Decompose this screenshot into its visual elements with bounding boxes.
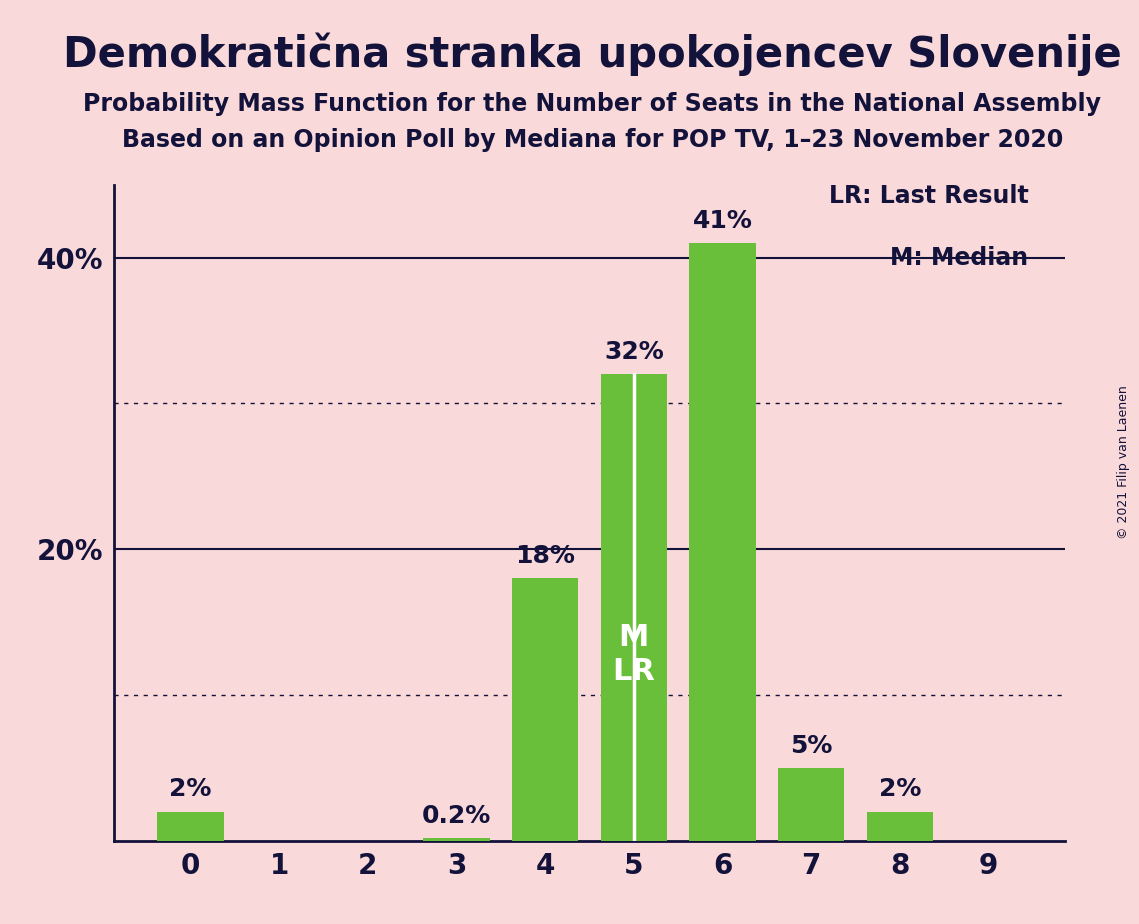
Bar: [867, 811, 933, 841]
Text: Demokratična stranka upokojencev Slovenije: Demokratična stranka upokojencev Sloveni…: [63, 32, 1122, 76]
Bar: [157, 811, 223, 841]
Text: 5%: 5%: [790, 734, 833, 758]
Text: LR: Last Result: LR: Last Result: [829, 185, 1029, 209]
Bar: [424, 838, 490, 841]
Text: 32%: 32%: [604, 340, 664, 364]
Text: 2%: 2%: [878, 777, 921, 801]
Text: M
LR: M LR: [613, 623, 655, 686]
Bar: [778, 768, 844, 841]
Bar: [600, 374, 667, 841]
Text: 2%: 2%: [170, 777, 212, 801]
Text: 41%: 41%: [693, 209, 753, 233]
Text: 18%: 18%: [515, 544, 575, 568]
Text: M: Median: M: Median: [891, 246, 1029, 270]
Text: 0.2%: 0.2%: [421, 804, 491, 828]
Bar: [511, 578, 579, 841]
Bar: [689, 243, 755, 841]
Text: Based on an Opinion Poll by Mediana for POP TV, 1–23 November 2020: Based on an Opinion Poll by Mediana for …: [122, 128, 1063, 152]
Text: Probability Mass Function for the Number of Seats in the National Assembly: Probability Mass Function for the Number…: [83, 92, 1101, 116]
Text: © 2021 Filip van Laenen: © 2021 Filip van Laenen: [1117, 385, 1130, 539]
